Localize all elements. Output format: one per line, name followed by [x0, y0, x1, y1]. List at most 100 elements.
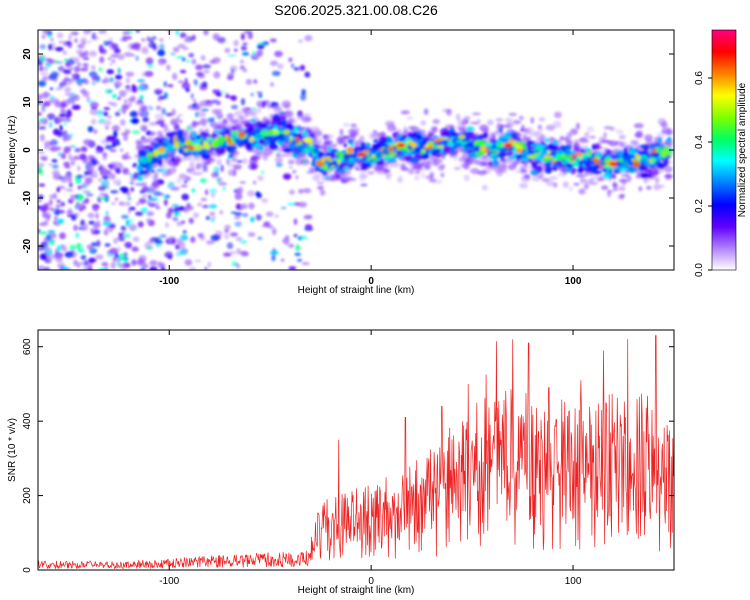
noise-blob [74, 38, 78, 43]
noise-blob [188, 52, 195, 58]
ridge-blob [541, 177, 550, 182]
colorbar-ticks: 0.0 0.2 0.4 0.6 [694, 71, 712, 277]
noise-blob [63, 69, 72, 75]
ridge-blob [592, 175, 601, 179]
ridge-blob [251, 154, 262, 159]
ridge-blob [470, 121, 480, 125]
noise-blob [140, 95, 144, 100]
ridge-blob [421, 172, 425, 179]
ridge-blob [312, 174, 321, 182]
noise-blob [207, 117, 215, 123]
ridge-blob [137, 175, 144, 182]
ridge-blob [178, 173, 188, 180]
noise-blob [247, 190, 255, 197]
noise-blob [242, 42, 248, 46]
noise-blob [66, 119, 70, 122]
noise-blob [154, 240, 164, 244]
noise-blob [280, 259, 285, 262]
noise-blob [115, 74, 123, 80]
ridge-blob [497, 164, 508, 171]
noise-blob [39, 44, 47, 50]
ridge-blob [664, 174, 674, 178]
noise-blob [63, 174, 71, 180]
noise-blob [109, 63, 113, 66]
spectrogram-y-tick-label: 0 [22, 147, 33, 153]
noise-blob [84, 140, 89, 146]
noise-blob [184, 259, 193, 266]
ridge-blob [463, 174, 470, 182]
ridge-blob [574, 142, 579, 150]
ridge-blob [568, 131, 573, 138]
noise-blob [38, 194, 44, 200]
ridge-blob [343, 165, 350, 171]
snr-y-ticks: 0 200 400 600 [22, 338, 674, 573]
ridge-blob [413, 126, 420, 132]
noise-blob [76, 242, 82, 250]
ridge-blob [593, 166, 598, 171]
noise-blob [110, 102, 118, 107]
noise-blob [125, 85, 131, 90]
noise-blob [55, 204, 62, 208]
ridge-blob [403, 147, 409, 152]
ridge-blob [276, 118, 282, 125]
ridge-blob [433, 138, 442, 143]
ridge-blob [556, 154, 564, 161]
ridge-blob [558, 160, 563, 167]
ridge-blob [450, 132, 458, 137]
noise-blob [128, 223, 138, 231]
noise-blob [51, 164, 59, 169]
ridge-blob [199, 118, 208, 126]
noise-blob [167, 181, 175, 190]
ridge-blob [321, 158, 325, 163]
noise-blob [155, 206, 161, 210]
ridge-blob [613, 187, 618, 191]
ridge-blob [383, 161, 389, 168]
noise-blob [213, 71, 221, 79]
noise-blob [39, 134, 45, 142]
noise-blob [132, 245, 138, 252]
noise-blob [83, 80, 90, 85]
ridge-blob [406, 116, 414, 120]
noise-blob [84, 197, 90, 204]
noise-blob [300, 93, 307, 101]
ridge-blob [663, 165, 673, 173]
noise-blob [79, 262, 84, 265]
noise-blob [141, 263, 149, 269]
noise-blob [118, 232, 124, 237]
ridge-blob [271, 120, 277, 124]
noise-blob [73, 224, 78, 231]
noise-blob [205, 216, 211, 220]
noise-blob [171, 203, 180, 208]
noise-blob [298, 114, 302, 118]
noise-blob [69, 244, 77, 251]
ridge-blob [508, 155, 517, 160]
ridge-blob [173, 135, 178, 143]
ridge-blob [312, 147, 319, 153]
ridge-blob [619, 141, 628, 148]
noise-blob [291, 63, 295, 69]
noise-blob [200, 108, 209, 112]
ridge-blob [322, 171, 327, 176]
noise-blob [137, 85, 147, 92]
ridge-blob [173, 141, 180, 149]
noise-blob [256, 44, 265, 50]
noise-blob [118, 90, 127, 98]
noise-blob [108, 229, 113, 232]
noise-blob [220, 90, 226, 94]
noise-blob [124, 52, 133, 57]
ridge-blob [317, 185, 324, 191]
spectrogram-y-ticks: -20 -10 0 10 20 [22, 48, 674, 253]
noise-blob [294, 252, 302, 256]
hot-spot [609, 162, 618, 167]
ridge-blob [635, 153, 641, 160]
snr-y-tick-label: 600 [22, 338, 33, 355]
ridge-blob [316, 181, 325, 185]
noise-blob [124, 201, 131, 207]
noise-blob [135, 211, 144, 216]
ridge-blob [507, 139, 515, 143]
ridge-blob [653, 183, 661, 191]
ridge-blob [623, 173, 630, 178]
noise-blob [90, 228, 99, 233]
noise-blob [57, 117, 66, 122]
ridge-blob [327, 146, 332, 153]
